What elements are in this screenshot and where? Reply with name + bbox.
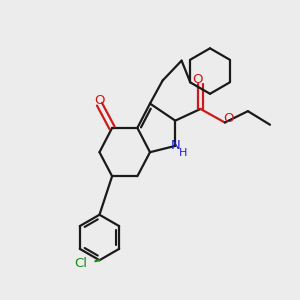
Text: O: O — [94, 94, 105, 107]
Text: N: N — [171, 140, 181, 152]
Text: Cl: Cl — [74, 257, 87, 270]
Text: O: O — [193, 74, 203, 86]
Text: O: O — [223, 112, 233, 125]
Text: H: H — [179, 148, 187, 158]
